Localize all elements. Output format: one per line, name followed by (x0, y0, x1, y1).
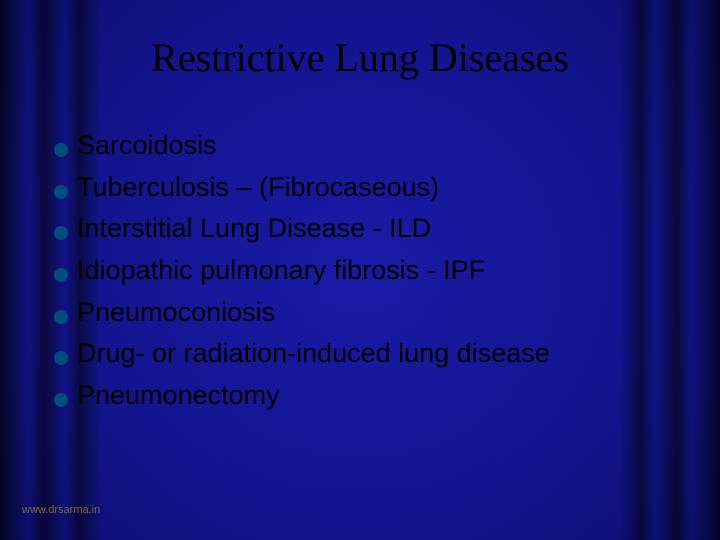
bullet-icon (54, 393, 68, 407)
list-item: Pneumonectomy (54, 378, 680, 414)
footer-text: www.drsarma.in (22, 504, 100, 516)
list-item: Drug- or radiation-induced lung disease (54, 336, 680, 372)
list-item: Sarcoidosis (54, 128, 680, 164)
list-item-label: Drug- or radiation-induced lung disease (77, 336, 550, 372)
list-item-label: Interstitial Lung Disease - ILD (77, 211, 431, 247)
list-item: Idiopathic pulmonary fibrosis - IPF (54, 253, 680, 289)
list-item: Pneumoconiosis (54, 295, 680, 331)
list-item-label: Sarcoidosis (77, 128, 217, 164)
bullet-icon (54, 351, 68, 365)
slide-title: Restrictive Lung Diseases (0, 34, 720, 81)
list-item-label: Pneumoconiosis (77, 295, 275, 331)
slide: Restrictive Lung Diseases Sarcoidosis Tu… (0, 0, 720, 540)
list-item: Interstitial Lung Disease - ILD (54, 211, 680, 247)
bullet-icon (54, 268, 68, 282)
bullet-icon (54, 226, 68, 240)
bullet-icon (54, 143, 68, 157)
bullet-icon (54, 185, 68, 199)
list-item-label: Tuberculosis – (Fibrocaseous) (77, 170, 439, 206)
list-item-label: Pneumonectomy (77, 378, 280, 414)
list-item: Tuberculosis – (Fibrocaseous) (54, 170, 680, 206)
bullet-list: Sarcoidosis Tuberculosis – (Fibrocaseous… (54, 128, 680, 419)
bullet-icon (54, 310, 68, 324)
list-item-label: Idiopathic pulmonary fibrosis - IPF (77, 253, 485, 289)
